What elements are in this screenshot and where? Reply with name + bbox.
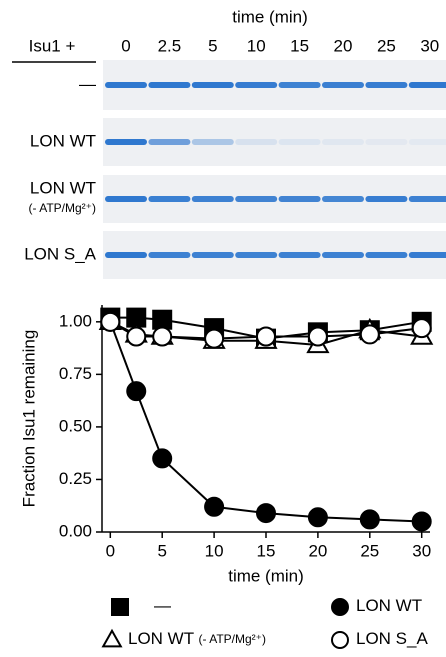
- y-axis-title: Fraction Isu1 remaining: [19, 330, 38, 508]
- data-point: [413, 512, 431, 530]
- lane-label: 10: [247, 36, 266, 55]
- data-point: [257, 328, 275, 346]
- data-point: [309, 328, 327, 346]
- gel-band: [322, 82, 364, 88]
- data-point: [101, 313, 119, 331]
- y-tick-label: 0.75: [59, 364, 92, 383]
- gel-row-label: LON WT: [30, 178, 96, 197]
- gel-band: [192, 196, 234, 202]
- lane-label: 15: [290, 36, 309, 55]
- gel-row-label: LON S_A: [24, 244, 96, 263]
- series-line: [110, 322, 421, 522]
- lane-label: 20: [334, 36, 353, 55]
- legend-marker: [112, 599, 128, 615]
- gel-band: [148, 196, 190, 202]
- x-axis-title: time (min): [228, 566, 304, 585]
- lane-label: 0: [121, 36, 130, 55]
- legend-label: —: [154, 596, 171, 615]
- gel-band: [279, 139, 321, 145]
- gel-band: [105, 196, 147, 202]
- gel-band: [235, 196, 277, 202]
- gel-band: [409, 196, 446, 202]
- gel-band: [105, 82, 147, 88]
- gel-band: [105, 139, 147, 145]
- legend-marker: [103, 631, 121, 647]
- gel-band: [235, 252, 277, 258]
- gel-band: [148, 252, 190, 258]
- gel-band: [322, 139, 364, 145]
- gel-band: [192, 252, 234, 258]
- legend-label: LON WT (- ATP/Mg²⁺): [128, 629, 266, 648]
- lane-label: 25: [377, 36, 396, 55]
- lane-label: 5: [208, 36, 217, 55]
- gel-band: [409, 252, 446, 258]
- gel-row-note: (- ATP/Mg²⁺): [29, 201, 96, 215]
- gel-band: [365, 82, 407, 88]
- gel-band: [322, 196, 364, 202]
- x-tick-label: 25: [360, 541, 379, 560]
- gel-band: [365, 139, 407, 145]
- data-point: [153, 328, 171, 346]
- gel-band: [365, 252, 407, 258]
- legend-label: LON WT: [356, 596, 422, 615]
- legend-name: LON WT: [128, 629, 194, 648]
- x-tick-label: 30: [412, 541, 431, 560]
- figure: time (min) Isu1 + 0 2.5 5 10 15 20 25 30 — LON WT…: [0, 0, 446, 652]
- data-point: [153, 449, 171, 467]
- gel-band: [192, 82, 234, 88]
- lane-label: 2.5: [158, 36, 182, 55]
- gel-band: [148, 139, 190, 145]
- gel-band: [235, 82, 277, 88]
- data-point: [413, 319, 431, 337]
- gel-band: [279, 82, 321, 88]
- data-point: [361, 325, 379, 343]
- legend-name: LON S_A: [356, 629, 428, 648]
- gel-title: time (min): [232, 7, 308, 26]
- data-point: [127, 382, 145, 400]
- y-tick-label: 0.25: [59, 469, 92, 488]
- y-tick-label: 0.50: [59, 416, 92, 435]
- gel-band: [279, 252, 321, 258]
- lane-label: 30: [420, 36, 439, 55]
- gel-band: [105, 252, 147, 258]
- y-tick-label: 0.00: [59, 521, 92, 540]
- data-point: [309, 508, 327, 526]
- legend-marker: [332, 632, 348, 648]
- legend-label: LON S_A: [356, 629, 428, 648]
- gel-band: [192, 139, 234, 145]
- x-tick-label: 15: [257, 541, 276, 560]
- gel-band: [409, 82, 446, 88]
- data-point: [205, 498, 223, 516]
- gel-band: [148, 82, 190, 88]
- gel-row-label: —: [79, 74, 96, 93]
- data-point: [127, 328, 145, 346]
- data-point: [205, 330, 223, 348]
- gel-band: [365, 196, 407, 202]
- x-tick-label: 10: [205, 541, 224, 560]
- gel-header: Isu1 +: [29, 36, 76, 55]
- gel-band: [409, 139, 446, 145]
- legend-name: —: [154, 596, 171, 615]
- x-tick-label: 0: [106, 541, 115, 560]
- y-tick-label: 1.00: [59, 311, 92, 330]
- legend-marker: [332, 599, 348, 615]
- x-tick-label: 5: [157, 541, 166, 560]
- legend-note: (- ATP/Mg²⁺): [199, 632, 266, 646]
- gel-row-label: LON WT: [30, 131, 96, 150]
- data-point: [257, 504, 275, 522]
- data-point: [361, 510, 379, 528]
- legend-name: LON WT: [356, 596, 422, 615]
- gel-band: [235, 139, 277, 145]
- x-tick-label: 20: [308, 541, 327, 560]
- gel-band: [279, 196, 321, 202]
- gel-band: [322, 252, 364, 258]
